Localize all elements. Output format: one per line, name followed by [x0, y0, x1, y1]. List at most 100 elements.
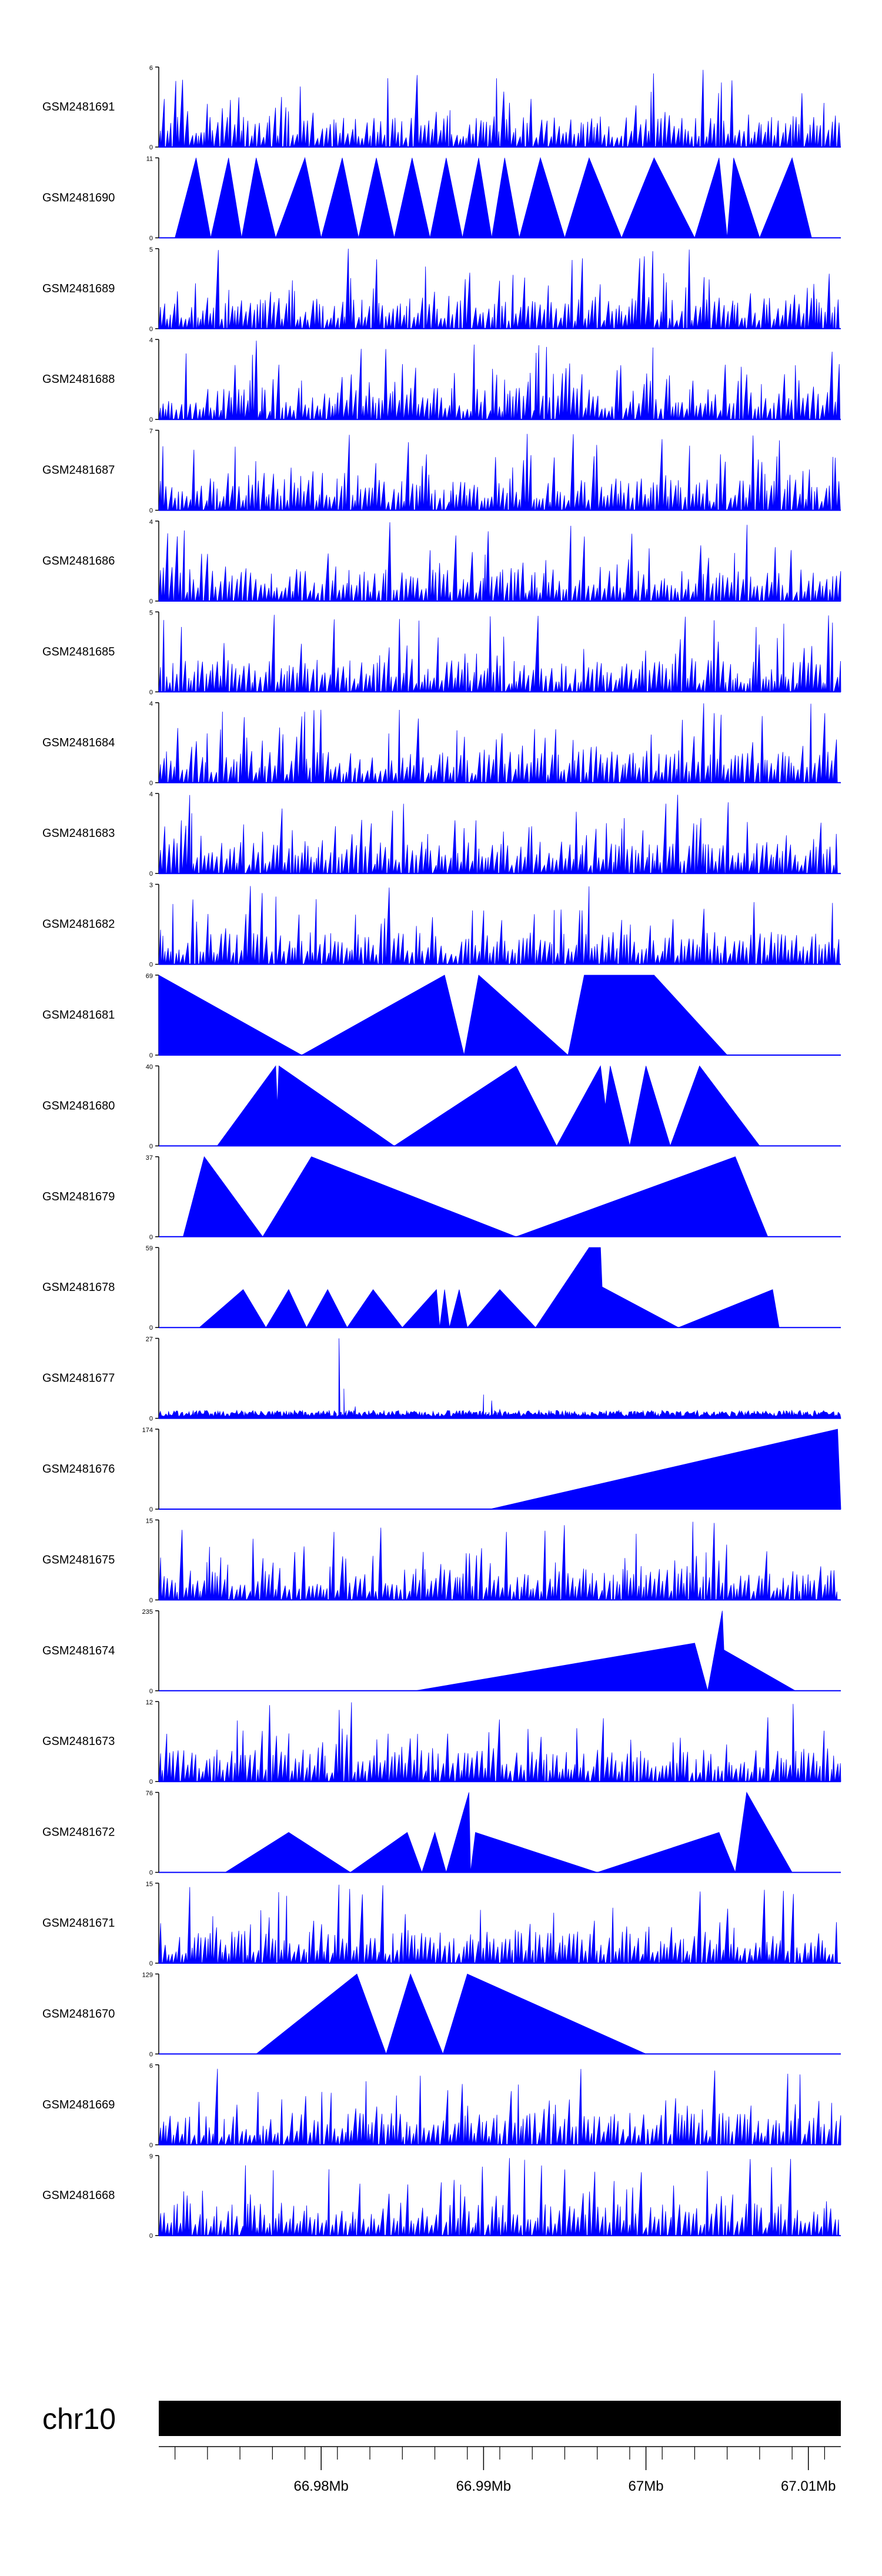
coverage-area	[255, 1973, 646, 2055]
coverage-area	[158, 522, 841, 602]
track-GSM2481673: GSM2481673 12 0	[42, 1699, 841, 1786]
y-tick-label-max: 4	[149, 791, 153, 798]
coverage-area	[158, 615, 841, 692]
coverage-area	[158, 1338, 841, 1419]
track-GSM2481668: GSM2481668 9 0	[42, 2153, 841, 2240]
y-tick-label-max: 129	[142, 1971, 153, 1978]
track-GSM2481679: GSM2481679 37 0	[42, 1154, 841, 1241]
track-GSM2481671: GSM2481671 15 0	[42, 1881, 841, 1967]
coverage-area	[158, 433, 841, 510]
track-GSM2481675: GSM2481675 15 0	[42, 1517, 841, 1604]
track-label: GSM2481675	[42, 1553, 115, 1566]
y-tick-label-max: 4	[149, 700, 153, 708]
y-tick-label-max: 3	[149, 882, 153, 889]
track-label: GSM2481673	[42, 1735, 115, 1748]
y-tick-label-zero: 0	[149, 2233, 153, 2240]
axis-tick-label: 66.99Mb	[456, 2478, 511, 2494]
coverage-area	[198, 1247, 780, 1329]
track-GSM2481677: GSM2481677 27 0	[42, 1336, 841, 1423]
track-label: GSM2481681	[42, 1009, 115, 1022]
track-GSM2481669: GSM2481669 6 0	[42, 2063, 841, 2149]
y-tick-label-max: 5	[149, 246, 153, 253]
chromosome-label: chr10	[42, 2403, 116, 2435]
coverage-area	[158, 703, 841, 783]
coverage-area	[158, 2068, 841, 2145]
track-GSM2481676: GSM2481676 174 0	[42, 1427, 841, 1513]
track-label: GSM2481689	[42, 282, 115, 295]
y-tick-label-max: 6	[149, 2063, 153, 2070]
y-tick-label-zero: 0	[149, 416, 153, 423]
y-tick-label-zero: 0	[149, 144, 153, 151]
y-tick-label-max: 4	[149, 337, 153, 344]
track-label: GSM2481684	[42, 736, 115, 749]
y-tick-label-zero: 0	[149, 2142, 153, 2149]
track-label: GSM2481685	[42, 645, 115, 658]
coverage-area	[158, 2158, 841, 2236]
y-tick-label-zero: 0	[149, 508, 153, 515]
track-GSM2481680: GSM2481680 40 0	[42, 1063, 841, 1150]
coverage-area	[158, 975, 728, 1056]
y-tick-label-zero: 0	[149, 1143, 153, 1150]
track-label: GSM2481686	[42, 555, 115, 568]
coverage-area	[158, 248, 841, 329]
axis-tick-label: 67.01Mb	[781, 2478, 836, 2494]
y-tick-label-max: 174	[142, 1427, 153, 1434]
y-tick-label-zero: 0	[149, 1597, 153, 1604]
coverage-area	[158, 1884, 841, 1964]
track-label: GSM2481679	[42, 1190, 115, 1203]
track-label: GSM2481683	[42, 827, 115, 840]
y-tick-label-max: 7	[149, 428, 153, 435]
track-label: GSM2481690	[42, 191, 115, 204]
track-label: GSM2481677	[42, 1372, 115, 1385]
coverage-area	[224, 1791, 793, 1874]
coverage-area	[490, 1429, 841, 1510]
y-tick-label-max: 27	[146, 1336, 153, 1343]
track-GSM2481682: GSM2481682 3 0	[42, 882, 841, 969]
track-label: GSM2481674	[42, 1644, 115, 1657]
track-label: GSM2481682	[42, 918, 115, 931]
coverage-area	[158, 886, 841, 965]
coverage-area	[158, 1702, 841, 1782]
coverage-area	[175, 156, 812, 239]
track-GSM2481686: GSM2481686 4 0	[42, 519, 841, 605]
y-tick-label-zero: 0	[149, 689, 153, 696]
y-tick-label-zero: 0	[149, 1506, 153, 1513]
y-tick-label-max: 59	[146, 1245, 153, 1252]
track-GSM2481690: GSM2481690 11 0	[42, 155, 841, 242]
coverage-area	[158, 1521, 841, 1600]
track-GSM2481683: GSM2481683 4 0	[42, 791, 841, 877]
coverage-area	[158, 69, 841, 148]
coverage-area	[182, 1156, 769, 1237]
track-GSM2481685: GSM2481685 5 0	[42, 609, 841, 696]
y-tick-label-max: 6	[149, 65, 153, 72]
y-tick-label-max: 69	[146, 973, 153, 980]
coverage-area	[158, 795, 841, 874]
y-tick-label-max: 9	[149, 2153, 153, 2160]
track-label: GSM2481672	[42, 1826, 115, 1839]
track-label: GSM2481678	[42, 1281, 115, 1294]
genome-axis: 66.98Mb 66.99Mb 67Mb 67.01Mb	[159, 2446, 841, 2494]
y-tick-label-max: 40	[146, 1063, 153, 1070]
chromosome-bar	[159, 2401, 841, 2436]
y-tick-label-zero: 0	[149, 2051, 153, 2058]
coverage-area	[216, 1065, 760, 1147]
track-label: GSM2481671	[42, 1917, 115, 1930]
coverage-area	[158, 341, 841, 420]
y-tick-label-max: 4	[149, 519, 153, 526]
track-GSM2481678: GSM2481678 59 0	[42, 1245, 841, 1332]
track-GSM2481674: GSM2481674 235 0	[42, 1609, 841, 1695]
track-label: GSM2481668	[42, 2189, 115, 2202]
y-tick-label-zero: 0	[149, 1960, 153, 1967]
chromosome-ideogram: chr10	[42, 2401, 841, 2436]
y-tick-label-zero: 0	[149, 1688, 153, 1695]
axis-tick-label: 67Mb	[629, 2478, 664, 2494]
y-tick-label-max: 11	[146, 155, 153, 162]
y-tick-label-zero: 0	[149, 780, 153, 787]
track-GSM2481687: GSM2481687 7 0	[42, 428, 841, 515]
track-GSM2481681: GSM2481681 69 0	[42, 973, 841, 1059]
y-tick-label-max: 5	[149, 609, 153, 616]
track-GSM2481672: GSM2481672 76 0	[42, 1790, 841, 1877]
y-tick-label-zero: 0	[149, 1234, 153, 1241]
track-label: GSM2481670	[42, 2007, 115, 2020]
